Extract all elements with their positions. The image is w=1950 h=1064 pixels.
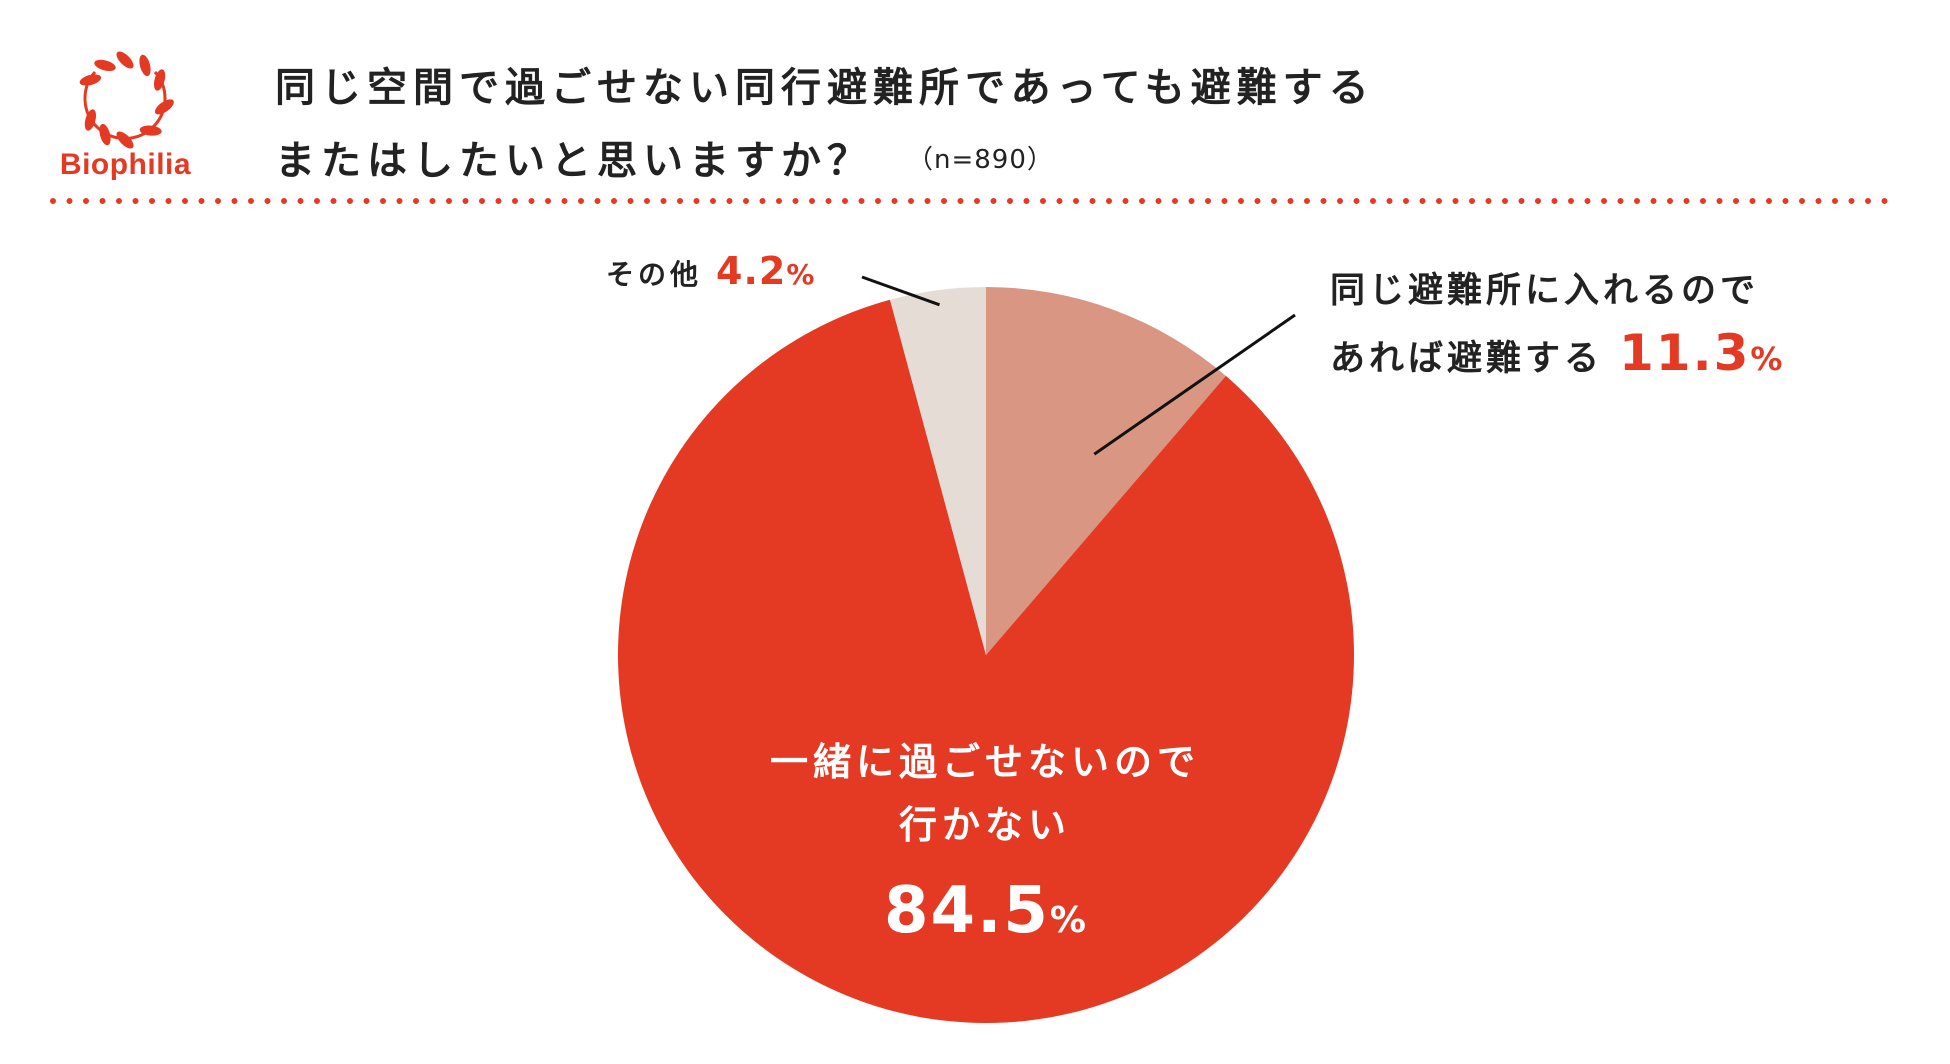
pie-slice-same-shelter (986, 287, 1226, 655)
leader-line-other (861, 275, 941, 307)
pie-slice-other (890, 287, 986, 655)
laurel-stem (83, 71, 167, 140)
laurel-icon (79, 51, 174, 149)
brand-name: Biophilia (59, 148, 192, 181)
laurel-leaf (116, 131, 134, 149)
slice-label-not-go-line2: 行かない (899, 803, 1071, 847)
slice-label-not-go-line1: 一緒に過ごせないので (770, 740, 1200, 784)
sample-size: （n=890） (907, 145, 1054, 175)
dotted-divider (50, 198, 1900, 204)
slice-value-not-go: 84.5% (884, 874, 1086, 948)
slice-label-same-shelter-line2: あれば避難する 11.3% (1330, 324, 1782, 382)
laurel-leaf (139, 54, 151, 77)
pie-slice-not-go (617, 299, 1354, 1024)
slice-label-same-shelter-line1: 同じ避難所に入れるので (1330, 271, 1759, 311)
leader-line-same-shelter (1093, 313, 1296, 456)
page-title: 同じ空間で過ごせない同行避難所であっても避難する またはしたいと思いますか？ （n… (275, 52, 1375, 197)
title-line-2-text: またはしたいと思いますか？ (275, 138, 873, 184)
slice-label-other: その他 4.2% (606, 249, 814, 293)
brand-logo: Biophilia (38, 40, 213, 190)
laurel-leaf (116, 51, 134, 69)
laurel-leaf (94, 59, 116, 72)
title-line-1: 同じ空間で過ごせない同行避難所であっても避難する (275, 65, 1375, 111)
title-line-2: またはしたいと思いますか？ （n=890） (275, 124, 1375, 197)
